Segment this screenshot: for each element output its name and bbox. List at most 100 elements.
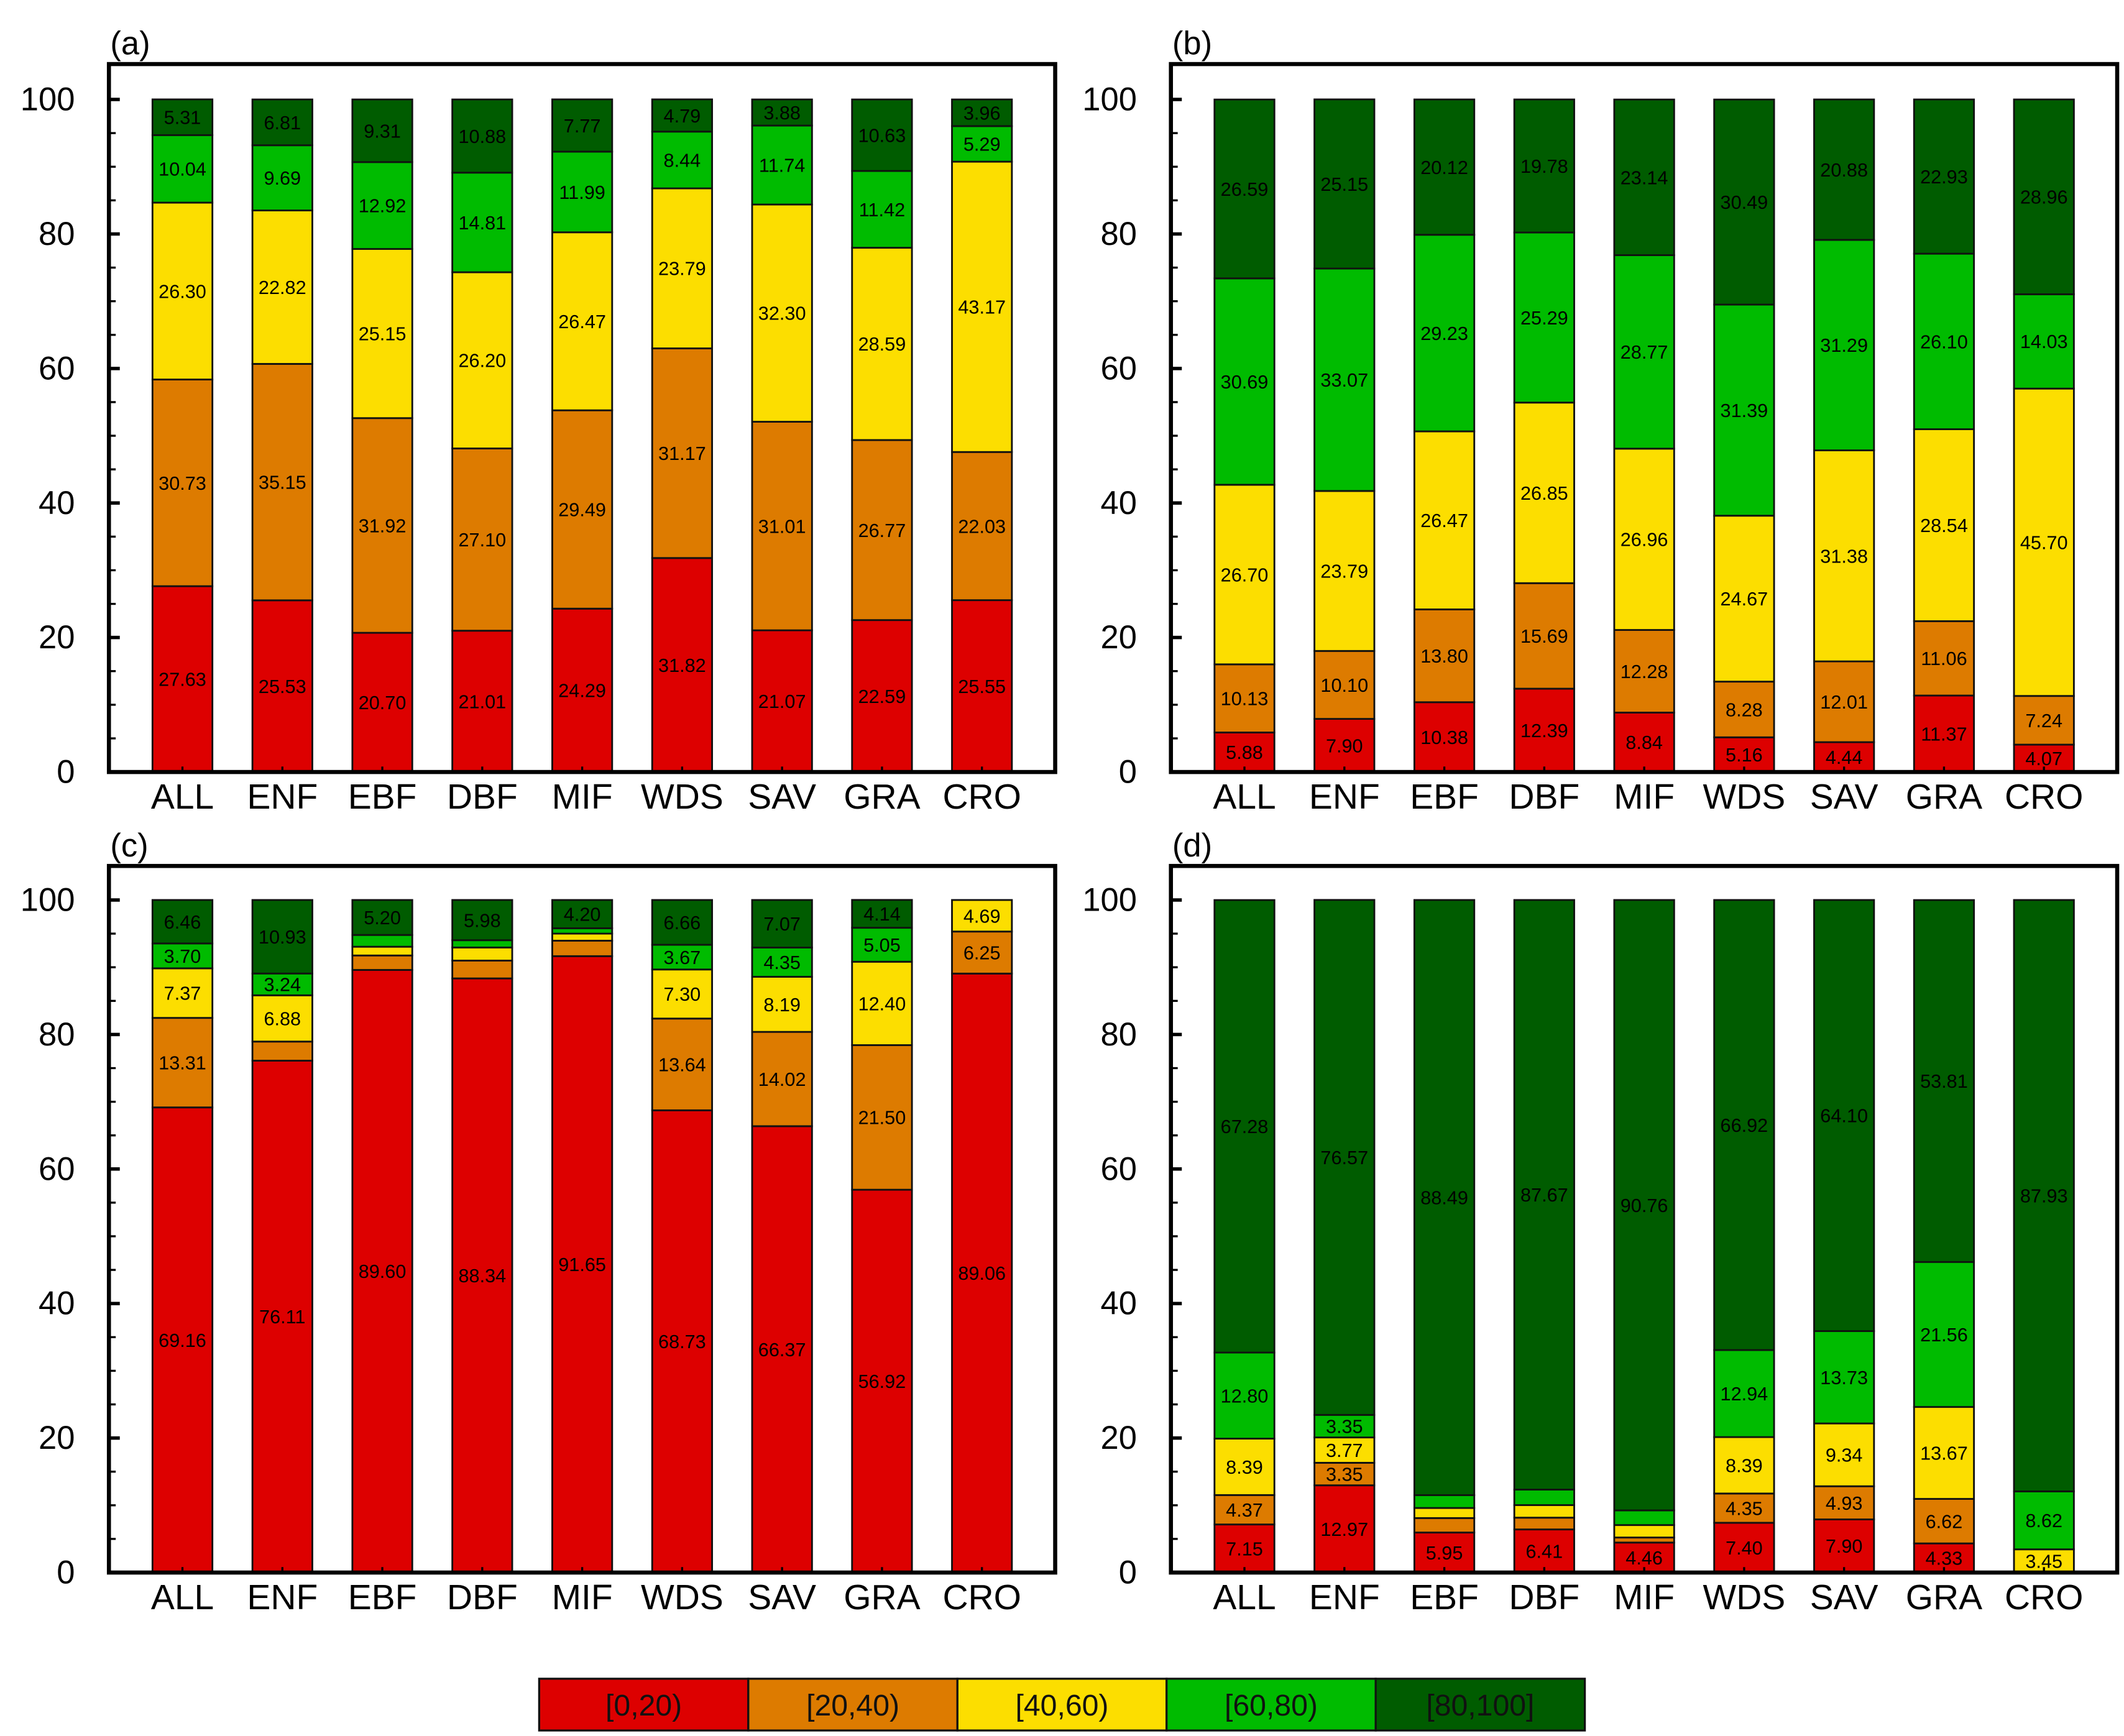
panel-label: (a) [110,25,150,62]
legend-swatch [538,1678,750,1732]
bar-segment [851,960,913,1046]
data-label: 29.23 [1420,323,1468,344]
bar-segment [951,899,1013,933]
data-label: 3.88 [763,103,801,124]
plot-frame [106,863,1057,1575]
data-label: 7.24 [2025,710,2062,732]
x-tick-label: CRO [2005,1578,2084,1617]
bar-segment [451,172,513,273]
y-tick-label: 0 [57,754,75,791]
x-tick-label: GRA [1906,1578,1982,1617]
bar-segment [1513,1528,1575,1574]
bar-segment [451,630,513,773]
bar-segment [1713,1492,1775,1524]
bar-segment [751,899,813,948]
bar-segment [151,899,214,945]
data-label: 89.60 [359,1261,407,1282]
x-tick-label: WDS [1703,777,1785,817]
data-label: 6.66 [664,912,701,934]
data-label: 5.16 [1726,745,1763,766]
bar-segment [1413,1494,1476,1509]
panel-label: (c) [110,827,148,864]
bar-segment [1613,1509,1675,1527]
data-label: 22.93 [1920,167,1968,188]
data-label: 32.30 [758,303,806,324]
data-label: 4.20 [564,904,601,925]
bar-segment [2013,695,2075,746]
bar-segment [1313,490,1376,652]
x-tick-label: DBF [1509,1578,1579,1617]
data-label: 3.70 [164,946,201,967]
x-tick-label: CRO [942,777,1021,817]
bar-segment [1613,448,1675,631]
data-label: 66.37 [758,1339,806,1361]
data-label: 6.81 [264,113,301,134]
y-tick-label: 0 [1119,754,1137,791]
bar-segment [951,930,1013,975]
data-label: 7.90 [1826,1536,1863,1557]
data-label: 31.29 [1820,335,1868,356]
bar-segment [251,994,313,1043]
data-label: 35.15 [259,472,306,494]
bar-segment [151,942,214,970]
bar-segment [1913,620,1975,697]
data-label: 68.73 [658,1331,706,1353]
bar-segment [1413,1507,1476,1519]
bar-segment [1513,582,1575,690]
bar-segment [1513,899,1575,1491]
data-label: 25.15 [359,324,407,345]
data-label: 26.20 [458,351,506,372]
data-label: 4.35 [763,952,801,973]
legend-item: [0,20) [538,1678,750,1732]
data-label: 28.59 [858,334,906,355]
data-label: 67.28 [1221,1116,1269,1137]
bar-segment [651,944,713,971]
data-label: 31.82 [658,655,706,676]
data-label: 26.70 [1221,564,1269,586]
bar-segment [1313,98,1376,270]
bar-segment [1213,899,1276,1354]
y-tick-label: 0 [1119,1555,1137,1591]
data-label: 5.88 [1226,742,1263,763]
bar-segment [351,899,413,936]
bar-segment [451,271,513,449]
y-tick-label: 100 [21,81,75,118]
data-label: 21.07 [758,691,806,712]
data-label: 25.55 [958,676,1006,697]
bar-segment [851,439,913,622]
bar-segment [651,187,713,349]
data-label: 31.39 [1721,400,1768,421]
y-tick-label: 40 [39,1285,75,1322]
bar-segment [1413,98,1476,236]
data-label: 10.13 [1221,689,1269,710]
bar-segment [1713,899,1775,1351]
data-label: 6.46 [164,912,201,933]
bar-segment [1913,252,1975,430]
bar-segment [1713,98,1775,306]
x-tick-label: MIF [552,1578,613,1617]
bar-segment [1813,1422,1875,1487]
data-label: 10.88 [458,126,506,147]
bar-segment [1213,277,1276,486]
bar-segment [1613,1524,1675,1539]
data-label: 45.70 [2020,532,2068,553]
bar-segment [1213,732,1276,773]
data-label: 25.53 [259,676,306,697]
data-label: 26.47 [1420,510,1468,531]
data-label: 13.31 [159,1053,206,1074]
bar-segment [151,1106,214,1574]
data-label: 21.56 [1920,1325,1968,1346]
x-tick-label: ENF [247,1578,318,1617]
bar-segment [151,134,214,204]
data-label: 9.34 [1826,1445,1863,1466]
bar-segment [551,150,614,234]
x-tick-label: MIF [1614,1578,1675,1617]
bar-segment [1513,687,1575,773]
data-label: 26.30 [159,281,206,302]
data-label: 7.37 [164,983,201,1004]
data-label: 3.77 [1326,1440,1363,1461]
data-label: 13.73 [1820,1367,1868,1389]
data-label: 5.98 [464,910,501,931]
bar-segment [1413,1532,1476,1574]
y-tick-label: 20 [39,619,75,656]
